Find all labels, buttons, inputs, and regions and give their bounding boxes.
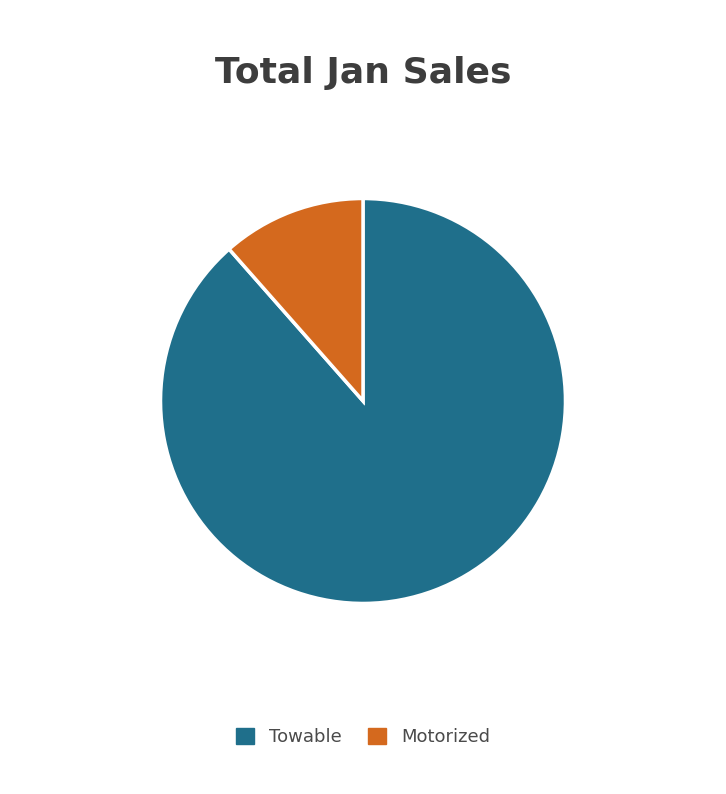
Legend: Towable, Motorized: Towable, Motorized (229, 720, 497, 754)
Text: Total Jan Sales: Total Jan Sales (215, 56, 511, 90)
Wedge shape (160, 198, 566, 603)
Wedge shape (229, 198, 363, 401)
